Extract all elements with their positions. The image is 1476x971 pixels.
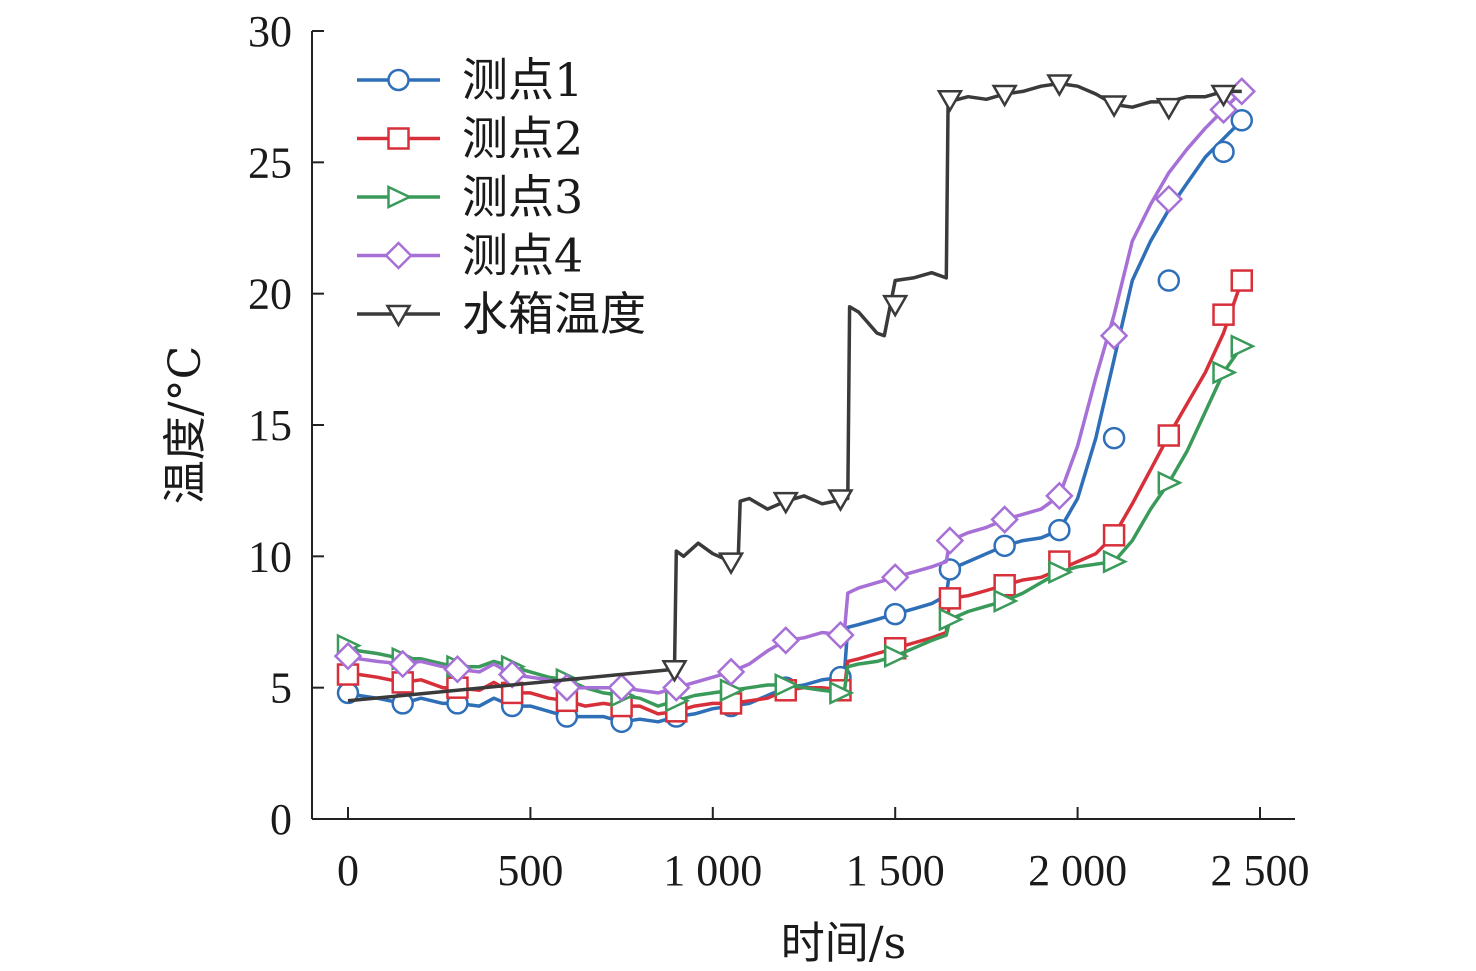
legend-marker bbox=[385, 304, 412, 328]
data-point bbox=[1045, 481, 1074, 511]
data-point bbox=[993, 534, 1016, 558]
data-point bbox=[883, 602, 907, 626]
data-point bbox=[443, 655, 472, 684]
data-point bbox=[826, 620, 855, 650]
legend-entry: 水箱温度 bbox=[357, 287, 646, 341]
data-point bbox=[1209, 95, 1238, 125]
plot-area bbox=[333, 74, 1257, 734]
data-point bbox=[1157, 470, 1183, 495]
data-point bbox=[388, 649, 417, 679]
data-point bbox=[1048, 518, 1071, 542]
data-point bbox=[333, 641, 363, 671]
data-point bbox=[772, 491, 799, 515]
legend-entry: 测点3 bbox=[357, 170, 583, 224]
data-point bbox=[661, 660, 688, 683]
series-4 bbox=[333, 77, 1257, 702]
y-tick-label: 5 bbox=[270, 664, 292, 713]
data-point bbox=[991, 84, 1018, 108]
x-tick-label: 1 500 bbox=[846, 846, 945, 895]
legend-entry: 测点1 bbox=[357, 53, 583, 107]
data-point bbox=[880, 563, 910, 592]
x-axis-title: 时间/s bbox=[781, 918, 906, 969]
x-tick-label: 2 500 bbox=[1211, 846, 1310, 895]
legend-label: 测点3 bbox=[462, 170, 583, 224]
legend-label: 测点1 bbox=[462, 53, 583, 107]
data-point bbox=[607, 673, 636, 702]
data-point bbox=[771, 626, 801, 655]
data-point bbox=[1154, 184, 1184, 214]
data-point bbox=[993, 589, 1019, 613]
data-point bbox=[938, 587, 962, 610]
legend-label: 测点4 bbox=[462, 229, 583, 283]
x-tick-label: 0 bbox=[337, 846, 359, 895]
data-point bbox=[1100, 95, 1128, 119]
y-tick-label: 10 bbox=[248, 532, 292, 581]
data-point bbox=[1230, 269, 1254, 292]
legend-marker bbox=[387, 68, 410, 92]
legend-label: 测点2 bbox=[462, 112, 583, 166]
data-point bbox=[938, 607, 964, 632]
data-point bbox=[1230, 109, 1254, 132]
axis-ticks: 0 5 10 15 20 25 30 0 500 1 000 1 500 2 000 2 500 bbox=[248, 7, 1310, 895]
legend-marker bbox=[384, 241, 413, 270]
data-point bbox=[1230, 334, 1256, 359]
data-point bbox=[1210, 84, 1237, 108]
legend-entry: 测点4 bbox=[357, 229, 583, 283]
data-point bbox=[662, 673, 691, 702]
data-point bbox=[829, 680, 855, 705]
data-point bbox=[1046, 74, 1073, 98]
y-tick-label: 0 bbox=[270, 795, 292, 844]
data-point bbox=[990, 505, 1019, 534]
data-point bbox=[717, 552, 745, 576]
legend-marker bbox=[387, 185, 413, 209]
data-point bbox=[1099, 321, 1129, 350]
y-axis-title: 温度/°C bbox=[160, 346, 211, 505]
data-point bbox=[1102, 524, 1126, 547]
x-tick-label: 2 000 bbox=[1028, 846, 1127, 895]
y-tick-label: 30 bbox=[248, 7, 292, 56]
legend-label: 水箱温度 bbox=[462, 287, 646, 341]
data-point bbox=[935, 526, 965, 555]
data-point bbox=[1155, 97, 1182, 121]
data-point bbox=[1157, 424, 1181, 447]
data-point bbox=[1212, 303, 1235, 326]
data-point bbox=[1102, 549, 1128, 574]
data-point bbox=[1157, 269, 1181, 292]
data-point bbox=[883, 644, 910, 669]
series-5 bbox=[347, 74, 1242, 703]
legend-marker bbox=[387, 127, 410, 150]
y-tick-label: 20 bbox=[248, 270, 292, 319]
data-point bbox=[1212, 360, 1238, 385]
data-point bbox=[882, 294, 909, 318]
data-point bbox=[774, 673, 800, 698]
data-point bbox=[497, 660, 527, 689]
x-tick-label: 1 000 bbox=[663, 846, 762, 895]
data-point bbox=[1048, 560, 1074, 585]
x-tick-label: 500 bbox=[497, 846, 563, 895]
data-point bbox=[827, 489, 854, 513]
y-tick-label: 25 bbox=[248, 138, 292, 187]
series-3 bbox=[336, 334, 1256, 713]
y-tick-label: 15 bbox=[248, 401, 292, 450]
series-line bbox=[347, 90, 1244, 695]
data-point bbox=[938, 558, 962, 581]
data-point bbox=[1212, 140, 1235, 164]
legend-entry: 测点2 bbox=[357, 112, 583, 166]
data-point bbox=[1102, 426, 1126, 450]
data-point bbox=[936, 90, 964, 113]
data-point bbox=[716, 657, 746, 687]
